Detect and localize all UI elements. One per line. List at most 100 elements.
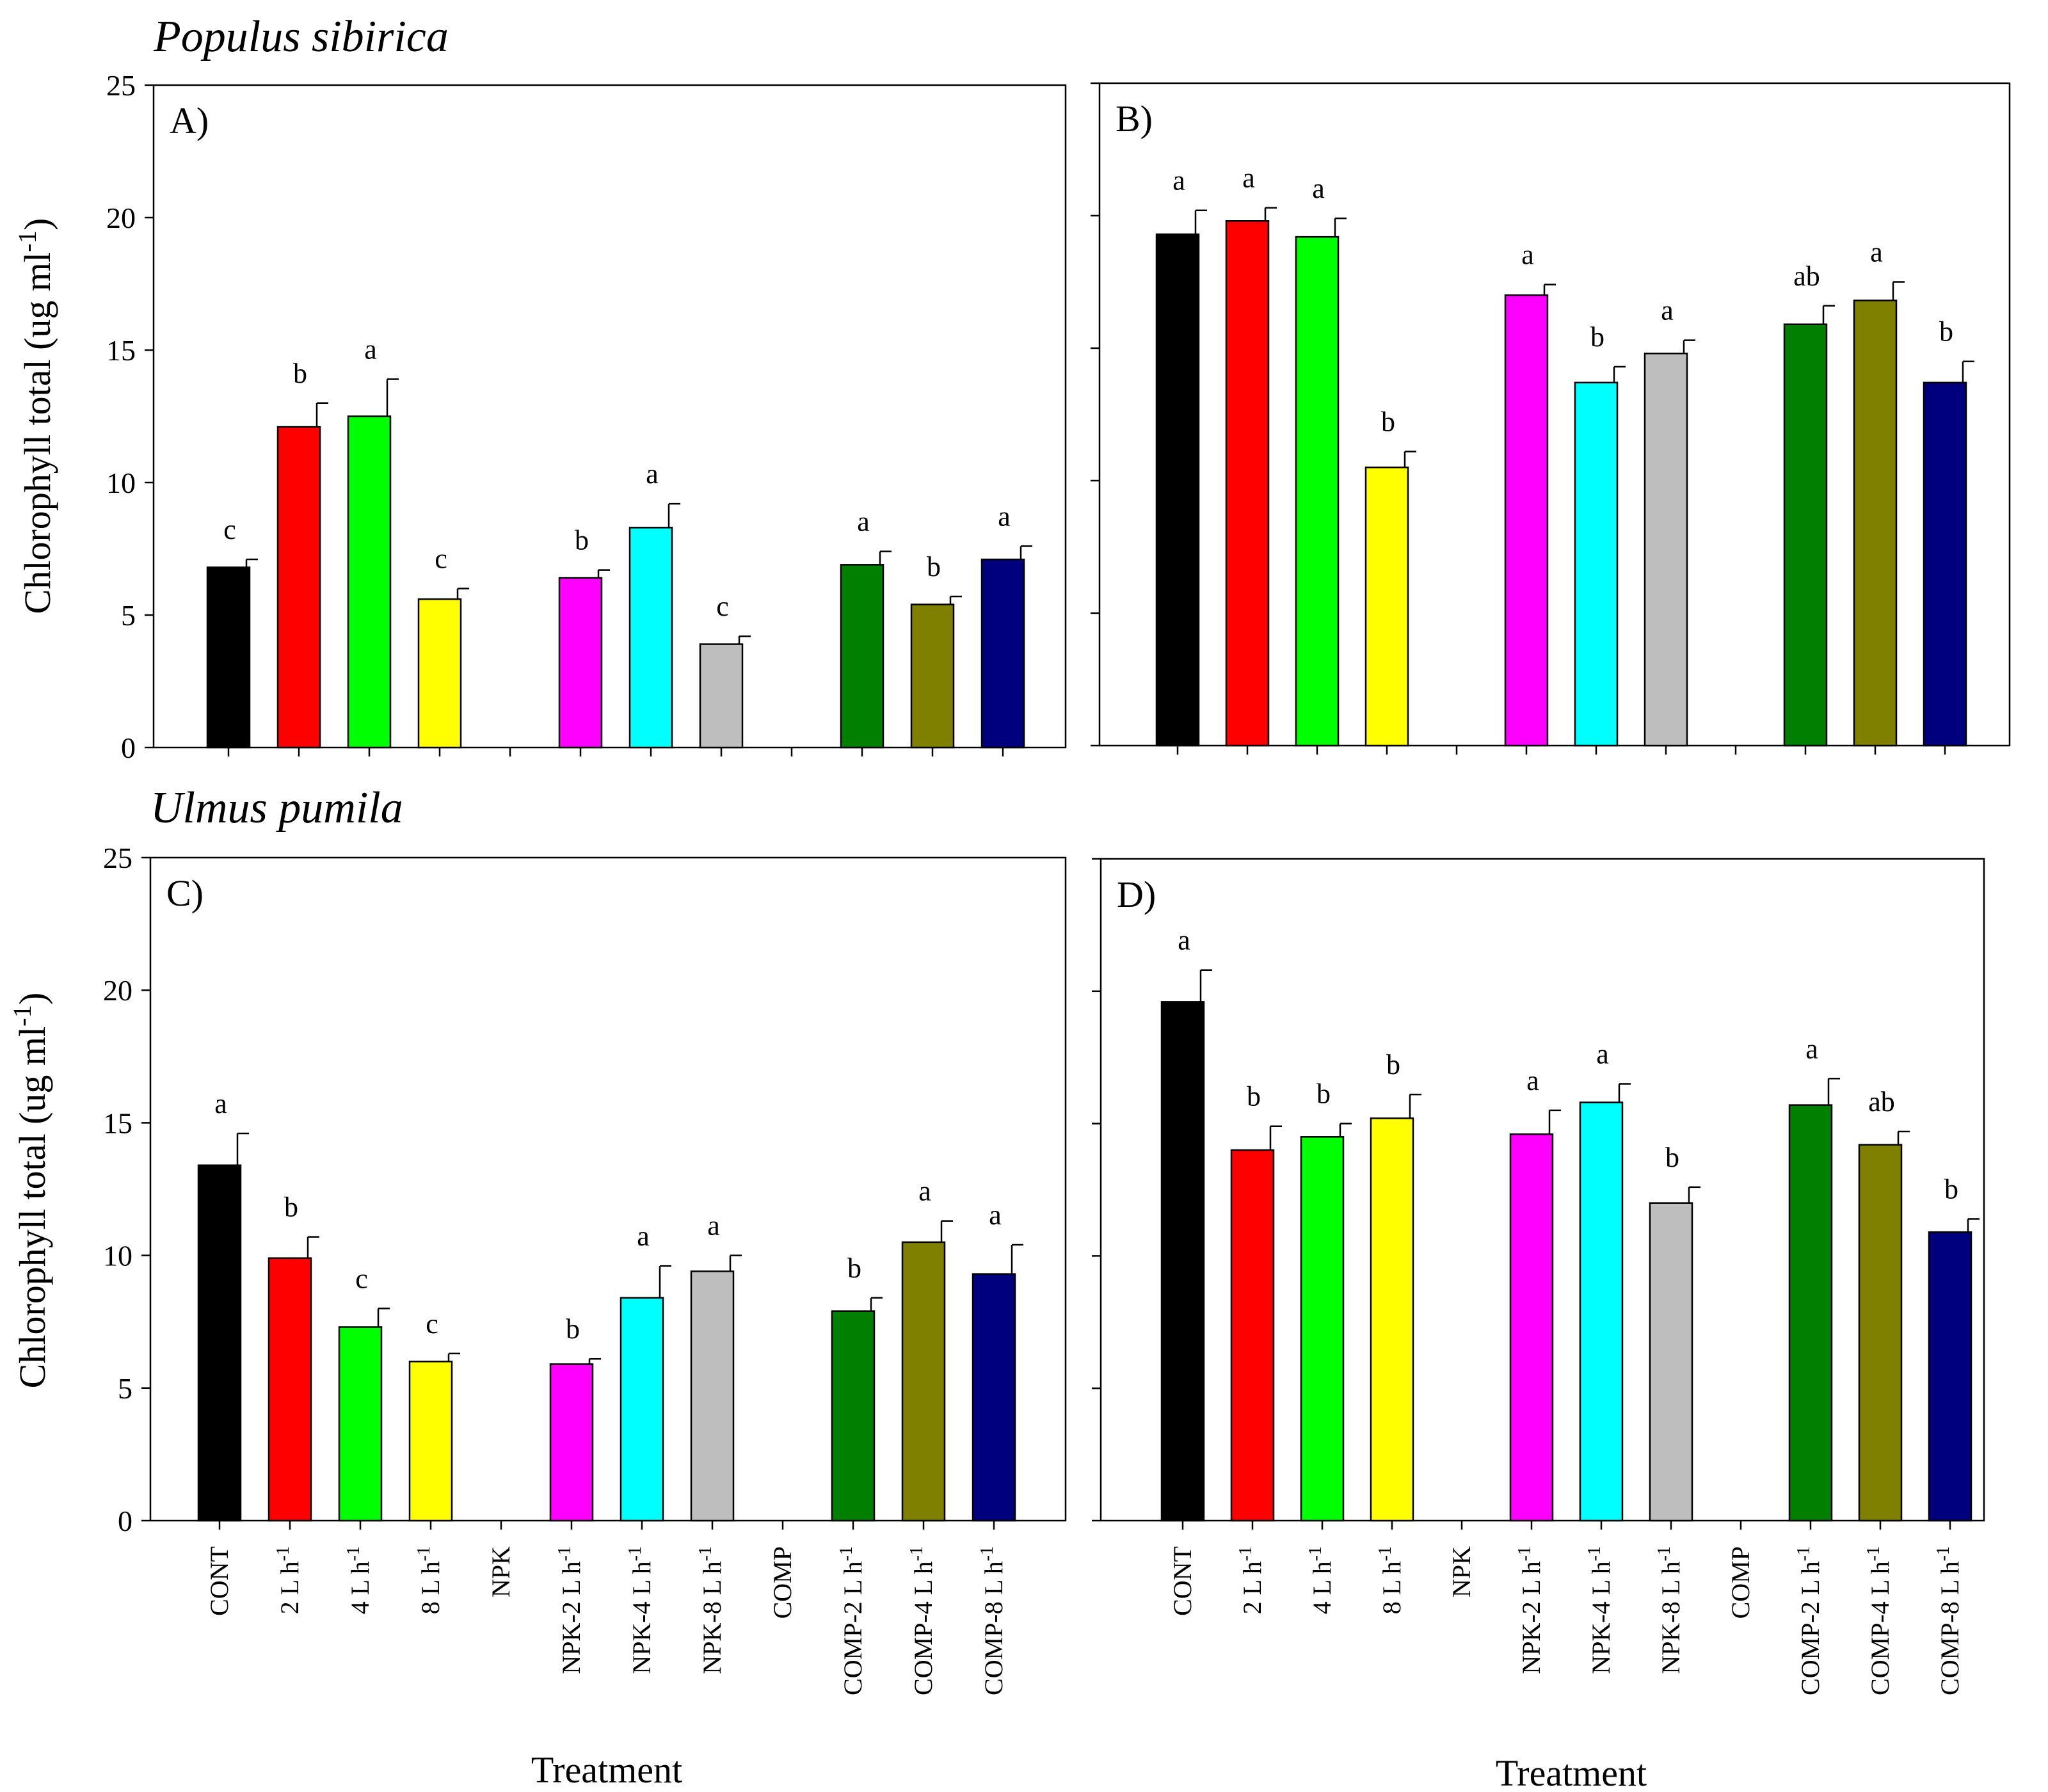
bar	[1928, 1231, 1972, 1522]
y-tick-label: 5	[118, 1372, 132, 1405]
panel-d: D) a CONT b 2 L h-1 b 4 L h-1 b 8 L h-1 NPK a NPK-2…	[1092, 858, 1985, 1695]
significance-letter: a	[918, 1176, 931, 1207]
bar	[901, 1241, 946, 1522]
panel-a: A) 0 5 10 15 20 25 Chlorophyll total (ug ml-1) c…	[13, 69, 1067, 764]
bar	[197, 1164, 242, 1522]
panel-label: A)	[170, 100, 209, 141]
bar	[1579, 1101, 1624, 1522]
bar	[206, 566, 251, 749]
x-category-label: CONT	[1168, 1546, 1197, 1616]
significance-letter: b	[1944, 1173, 1958, 1204]
bar	[1858, 1144, 1903, 1522]
bar	[1853, 300, 1898, 747]
bar	[417, 598, 462, 749]
bar	[1370, 1117, 1414, 1522]
significance-letter: a	[857, 506, 870, 538]
plot-frame	[152, 84, 1067, 749]
significance-letter: a	[1178, 925, 1190, 956]
x-category-label: NPK-4 L h-1	[625, 1546, 657, 1674]
y-axis-title: Chlorophyll total (ug ml-1)	[8, 993, 54, 1389]
significance-letter: b	[566, 1313, 580, 1345]
significance-letter: ab	[1793, 260, 1820, 292]
significance-letter: a	[1805, 1033, 1818, 1064]
significance-letter: c	[716, 591, 729, 622]
y-axis-title: Chlorophyll total (ug ml-1)	[13, 218, 59, 614]
significance-letter: b	[575, 525, 589, 556]
significance-letter: b	[1590, 321, 1604, 353]
x-category-label: NPK	[486, 1546, 515, 1597]
bar	[1788, 1104, 1833, 1522]
bar	[1300, 1136, 1345, 1522]
significance-letter: b	[284, 1192, 298, 1223]
bar	[690, 1270, 735, 1522]
y-tick-label: 20	[103, 974, 132, 1007]
significance-letter: a	[1242, 163, 1255, 194]
bar	[1509, 1133, 1554, 1522]
significance-letter: a	[1596, 1039, 1609, 1070]
x-category-label: NPK-2 L h-1	[1515, 1546, 1546, 1674]
bar	[549, 1363, 594, 1522]
significance-letter: a	[989, 1199, 1002, 1231]
y-tick-label: 15	[106, 334, 136, 367]
y-tick-label: 25	[103, 842, 132, 874]
bar	[408, 1361, 453, 1522]
significance-letter: c	[435, 543, 447, 575]
x-category-label: 8 L h-1	[414, 1546, 445, 1614]
bar	[1155, 233, 1200, 747]
significance-letter: c	[355, 1263, 368, 1294]
x-category-label: 4 L h-1	[344, 1546, 375, 1614]
x-category-label: NPK	[1447, 1546, 1476, 1597]
panel-label: B)	[1116, 98, 1153, 140]
significance-letter: b	[927, 551, 941, 582]
significance-letter: a	[364, 334, 377, 365]
bar	[1225, 220, 1270, 747]
x-category-label: 2 L h-1	[1236, 1546, 1267, 1614]
bar	[1295, 236, 1340, 747]
plot-frame	[149, 856, 1067, 1522]
significance-letter: a	[646, 458, 659, 490]
species-title-ulmus: Ulmus pumila	[150, 783, 403, 833]
panel-label: D)	[1117, 874, 1156, 915]
significance-letter: a	[1521, 239, 1534, 271]
bar	[1923, 381, 1967, 747]
x-category-label: COMP	[1726, 1546, 1755, 1619]
x-category-label: COMP	[768, 1546, 797, 1619]
x-category-label: COMP-8 L h-1	[1933, 1546, 1965, 1695]
bar	[268, 1257, 312, 1522]
bar	[1230, 1149, 1275, 1522]
significance-letter: b	[1665, 1142, 1679, 1173]
x-category-label: NPK-2 L h-1	[555, 1546, 586, 1674]
significance-letter: a	[998, 500, 1011, 532]
y-tick-label: 20	[106, 202, 136, 234]
bar	[1574, 381, 1619, 747]
x-category-label: COMP-2 L h-1	[1794, 1546, 1825, 1695]
x-category-label: COMP-4 L h-1	[907, 1546, 938, 1695]
significance-letter: c	[223, 514, 236, 545]
significance-letter: a	[707, 1210, 720, 1242]
x-category-label: COMP-2 L h-1	[836, 1546, 868, 1695]
x-category-label: COMP-8 L h-1	[977, 1546, 1009, 1695]
x-category-label: COMP-4 L h-1	[1864, 1546, 1895, 1695]
plot-frame	[1098, 82, 2011, 747]
x-category-label: NPK-4 L h-1	[1585, 1546, 1616, 1674]
bar	[1364, 467, 1409, 747]
bar	[840, 564, 884, 749]
bar	[1783, 323, 1828, 747]
x-category-label: CONT	[205, 1546, 234, 1616]
significance-letter: a	[1526, 1065, 1539, 1096]
significance-letter: b	[1381, 406, 1395, 437]
y-tick-label: 5	[121, 599, 136, 632]
x-category-label: NPK-8 L h-1	[696, 1546, 727, 1674]
bar	[347, 415, 392, 749]
x-category-label: 4 L h-1	[1306, 1546, 1337, 1614]
y-tick-label: 15	[103, 1107, 132, 1139]
significance-letter: a	[1870, 237, 1883, 268]
bar	[276, 426, 321, 749]
bar	[1160, 1001, 1205, 1522]
x-axis-title-c: Treatment	[531, 1749, 682, 1791]
x-category-label: 2 L h-1	[273, 1546, 305, 1614]
significance-letter: a	[637, 1220, 650, 1252]
significance-letter: c	[426, 1308, 438, 1340]
